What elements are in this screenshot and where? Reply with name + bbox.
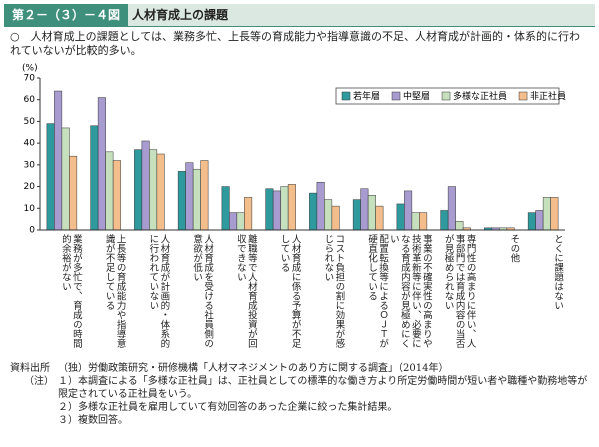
note: ２）多様な正社員を雇用していて有効回答のあった企業に絞った集計結果。: [58, 402, 398, 413]
bar: [61, 127, 70, 231]
bar: [542, 197, 551, 231]
y-tick-label: 50: [24, 117, 36, 127]
bar: [440, 210, 449, 231]
bar: [141, 140, 150, 231]
bar: [105, 151, 114, 231]
bar: [352, 199, 361, 231]
y-tick-label: 60: [24, 95, 36, 105]
bar: [149, 149, 158, 231]
bar: [200, 160, 209, 231]
y-tick-label: 20: [24, 182, 36, 192]
bar: [367, 195, 376, 231]
legend-label: 多様な正社員: [453, 90, 507, 102]
x-tick-label: 事業の不確実性の高まりや技術革新等に伴い、必要になる育成内容が見極めにくい: [387, 234, 432, 348]
y-tick-label: 70: [24, 74, 36, 84]
x-tick-label: とくに課題はない: [552, 234, 564, 310]
bar: [112, 160, 121, 231]
notes: １）本調査による「多様な正社員」は、正社員としての標準的な働き方より所定労働時間…: [58, 375, 595, 427]
bar: [46, 123, 55, 231]
bar: [324, 199, 333, 231]
bar: [280, 186, 289, 231]
bar: [221, 186, 230, 231]
bar: [90, 125, 99, 231]
x-tick-label: コスト負担の割に効果が感じられない: [322, 234, 345, 348]
x-tick-label: 配置転換等によるＯＪＴが硬直化している: [366, 234, 389, 348]
bar: [309, 192, 318, 231]
bar: [229, 212, 238, 231]
legend-label: 非正社員: [530, 90, 566, 102]
x-tick-label: 上長等の育成能力や指導意識が不足している: [103, 234, 126, 348]
bar: [244, 197, 253, 231]
legend-label: 中堅層: [403, 90, 430, 102]
bar: [156, 153, 165, 231]
legend-swatch: [391, 91, 401, 101]
bar: [97, 97, 106, 231]
legend-label: 若年層: [353, 90, 380, 102]
legend-swatch: [518, 91, 528, 101]
legend-swatch: [341, 91, 351, 101]
bar: [236, 212, 245, 231]
bar: [134, 149, 143, 231]
footnotes: 資料出所 （独）労働政策研究・研修機構「人材マネジメントのあり方に関する調査」（2…: [10, 362, 595, 427]
bar: [177, 171, 186, 231]
legend-swatch: [441, 91, 451, 101]
source: （独）労働政策研究・研修機構「人材マネジメントのあり方に関する調査」（2014年…: [58, 363, 449, 374]
bar: [272, 190, 281, 231]
x-tick-label: 専門性の高まりに伴い、人事部門では育成内容の当否が見極められない: [442, 234, 476, 348]
bar: [404, 190, 413, 231]
bar: [447, 186, 456, 231]
bar: [375, 205, 384, 231]
note: ３）複数回答。: [58, 415, 128, 426]
x-tick-label: その他: [508, 234, 520, 263]
y-tick-label: 0: [29, 226, 35, 235]
y-axis-label: (%): [22, 64, 38, 74]
bar: [455, 221, 464, 231]
x-tick-label: 業務が多忙で、育成の時間的余裕がない: [59, 234, 82, 348]
x-tick-label: 離職等で人材育成投資が回収できない: [234, 234, 257, 348]
bar: [265, 188, 274, 231]
bar: [331, 205, 340, 231]
source-label: 資料出所: [10, 363, 50, 374]
chart-area: (%) 0 10 20 30 40 50 60 70 若年層 中堅層 多様な正社員 非正社員 業務が多…: [0, 62, 599, 362]
bar: [527, 212, 536, 231]
x-tick-label: 人材育成を受ける社員側の意欲が低い: [191, 234, 214, 348]
bar: [535, 210, 544, 231]
bar: [411, 212, 420, 231]
bar: [419, 212, 428, 231]
bar: [360, 188, 369, 231]
legend: 若年層 中堅層 多様な正社員 非正社員: [335, 87, 566, 105]
y-tick-label: 30: [24, 160, 36, 170]
title: 人材育成上の課題: [132, 8, 229, 22]
figure-number: 第２－（３）－４図: [4, 4, 129, 26]
note: １）本調査による「多様な正社員」は、正社員としての標準的な働き方より所定労働時間…: [58, 376, 588, 400]
bar: [185, 162, 194, 231]
header: 第２－（３）－４図 人材育成上の課題: [4, 4, 595, 27]
y-tick-label: 40: [24, 139, 36, 149]
bar: [192, 168, 201, 231]
bar: [69, 155, 78, 231]
x-tick-label: 人材育成が計画的・体系的に行われていない: [147, 234, 170, 348]
bar: [396, 203, 405, 231]
bar: [287, 184, 296, 231]
y-tick-label: 10: [24, 204, 36, 214]
bar: [316, 181, 325, 231]
bar: [54, 90, 63, 231]
subtitle: ○ 人材育成上の課題としては、業務多忙、上長等の育成能力や指導意識の不足、人材育…: [10, 30, 581, 57]
notes-label: （注）: [24, 376, 54, 387]
chart: (%) 0 10 20 30 40 50 60 70 若年層 中堅層 多様な正社員 非正社員: [22, 64, 566, 236]
x-tick-label: 人材育成に係る予算が不足している: [278, 234, 301, 348]
bar: [550, 197, 559, 231]
